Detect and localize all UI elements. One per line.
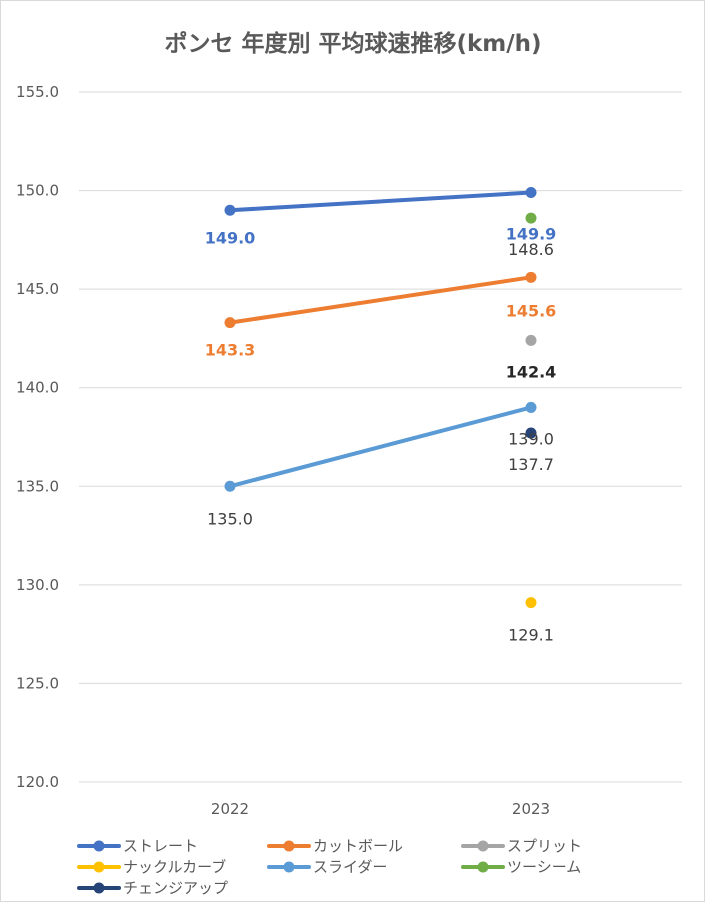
data-point — [525, 427, 537, 439]
legend-marker — [283, 840, 295, 852]
data-point — [224, 204, 236, 216]
legend-item: ナックルカーブ — [77, 858, 226, 876]
data-label: 148.6 — [508, 240, 554, 259]
legend-marker — [477, 840, 489, 852]
legend-marker — [93, 840, 105, 852]
legend-label: スプリット — [507, 837, 582, 855]
data-point — [224, 317, 236, 329]
grid-layer — [79, 91, 682, 783]
legend-label: スライダー — [313, 858, 387, 876]
data-label: 149.9 — [506, 225, 557, 244]
y-tick-label: 120.0 — [16, 773, 59, 791]
data-label: 129.1 — [508, 626, 554, 645]
data-label: 143.3 — [205, 341, 256, 360]
data-label: 137.7 — [508, 455, 554, 474]
data-point — [525, 187, 537, 199]
legend-item: スプリット — [461, 837, 582, 855]
series-layer — [224, 187, 537, 609]
legend-marker — [93, 861, 105, 873]
series-line — [228, 405, 533, 489]
legend-label: チェンジアップ — [123, 879, 228, 897]
y-tick-label: 150.0 — [16, 182, 59, 200]
legend-label: ストレート — [123, 837, 198, 855]
legend-item: ツーシーム — [461, 858, 581, 876]
legend-item: スライダー — [267, 858, 387, 876]
data-label: 135.0 — [207, 509, 253, 528]
legend-marker — [93, 882, 105, 894]
label-layer: 149.0 149.9 143.3 145.6 142.4 129.1 135.0 139.0… — [205, 225, 557, 645]
legend-label: カットボール — [313, 837, 403, 855]
data-point — [525, 334, 537, 346]
series-line — [228, 275, 533, 325]
x-tick-label: 2023 — [512, 800, 550, 818]
chart-title: ポンセ 年度別 平均球速推移(km/h) — [164, 30, 541, 57]
legend-item: カットボール — [267, 837, 403, 855]
axis-layer: 120.0 125.0 130.0 135.0 140.0 145.0 150.0 155.0… — [16, 83, 550, 818]
data-point — [525, 401, 537, 413]
data-label: 145.6 — [506, 301, 557, 320]
legend-marker — [477, 861, 489, 873]
y-tick-label: 125.0 — [16, 674, 59, 692]
data-point — [525, 597, 537, 609]
data-label: 149.0 — [205, 228, 256, 247]
data-label: 142.4 — [506, 362, 557, 381]
y-tick-label: 130.0 — [16, 576, 59, 594]
legend-item: ストレート — [77, 837, 198, 855]
data-point — [224, 480, 236, 492]
y-tick-label: 145.0 — [16, 280, 59, 298]
y-tick-label: 140.0 — [16, 379, 59, 397]
legend-marker — [283, 861, 295, 873]
y-tick-label: 155.0 — [16, 83, 59, 101]
x-tick-label: 2022 — [211, 800, 249, 818]
legend-label: ツーシーム — [507, 858, 581, 876]
data-point — [525, 271, 537, 283]
data-point — [525, 212, 537, 224]
y-tick-label: 135.0 — [16, 477, 59, 495]
data-label: 139.0 — [508, 429, 554, 448]
legend-item: チェンジアップ — [77, 879, 228, 897]
legend-label: ナックルカーブ — [123, 858, 226, 876]
series-line — [228, 190, 533, 213]
